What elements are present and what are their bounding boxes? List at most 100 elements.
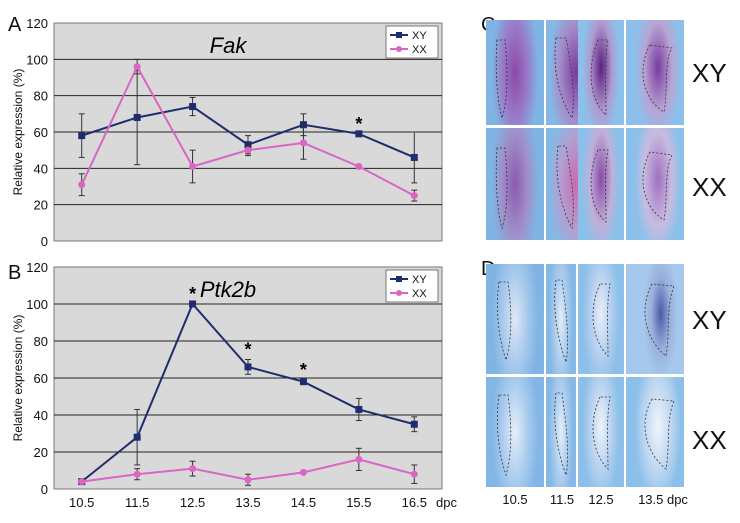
col-label-13-5: 13.5 dpc: [638, 492, 688, 507]
row-label-c-xx: XX: [692, 172, 727, 202]
point-b-xx-1: [133, 470, 141, 478]
micrograph-c-xy-10-5: [486, 20, 544, 125]
point-b-xy-6: [410, 420, 418, 428]
point-b-xy-4: [299, 378, 307, 386]
outline-d-3: [592, 283, 611, 357]
y-tick-label-b-80: 80: [34, 334, 48, 349]
point-a-xx-4: [299, 139, 307, 147]
y-tick-label-a-60: 60: [34, 125, 48, 140]
point-a-xx-5: [355, 163, 363, 171]
outline-c-8: [642, 151, 673, 221]
point-a-xx-2: [189, 163, 197, 171]
significance-asterisk-b-1: *: [244, 340, 251, 360]
point-b-xx-2: [189, 465, 197, 473]
x-tick-label-1: 11.5: [125, 495, 149, 510]
point-b-xx-3: [244, 476, 252, 484]
point-b-xx-0: [78, 478, 86, 486]
point-b-xx-5: [355, 455, 363, 463]
x-axis-unit-label: dpc: [436, 495, 457, 510]
chart-title-a: Fak: [210, 33, 248, 58]
point-b-xy-3: [244, 363, 252, 371]
point-b-xy-5: [355, 405, 363, 413]
x-tick-label-0: 10.5: [69, 495, 94, 510]
y-tick-label-a-20: 20: [34, 198, 48, 213]
outline-c-6: [556, 145, 574, 230]
micrograph-d-xx-12-5: [578, 377, 624, 487]
y-tick-label-b-0: 0: [41, 482, 48, 497]
point-a-xy-6: [410, 153, 418, 161]
y-tick-label-a-80: 80: [34, 89, 48, 104]
significance-asterisk-b-2: *: [300, 360, 307, 380]
micrograph-c-xx-12-5: [578, 128, 624, 240]
micrograph-d-xx-13-5: [626, 377, 684, 487]
point-b-xx-4: [299, 468, 307, 476]
micrograph-d-xy-13-5: [626, 264, 684, 374]
micrograph-d-xy-10-5: [486, 264, 544, 374]
point-a-xy-4: [299, 121, 307, 129]
y-tick-label-a-120: 120: [26, 16, 48, 31]
legend-marker-a-xy: [396, 32, 402, 38]
outline-d-8: [644, 398, 675, 470]
y-axis-label-a: Relative expression (%): [11, 69, 25, 196]
y-tick-label-b-60: 60: [34, 371, 48, 386]
outline-c-1: [495, 39, 508, 120]
outline-c-7: [590, 149, 609, 223]
outline-d-7: [592, 396, 611, 470]
x-tick-label-6: 16.5: [402, 495, 427, 510]
col-label-10-5: 10.5: [502, 492, 528, 507]
outline-c-2: [554, 37, 574, 120]
micrograph-d-xy-12-5: [578, 264, 624, 374]
y-tick-label-b-40: 40: [34, 408, 48, 423]
row-label-c-xy: XY: [692, 58, 727, 88]
y-tick-label-a-40: 40: [34, 161, 48, 176]
legend-marker-a-xx: [396, 46, 402, 52]
x-tick-label-3: 13.5: [235, 495, 260, 510]
panel-letter-b: B: [8, 262, 22, 284]
legend-label-b-xy: XY: [412, 274, 427, 286]
y-tick-label-b-100: 100: [26, 297, 48, 312]
x-tick-label-5: 15.5: [346, 495, 371, 510]
legend-label-b-xx: XX: [412, 288, 427, 300]
micrograph-c-xx-10-5: [486, 128, 544, 240]
legend-box-b: [385, 269, 439, 303]
significance-asterisk-b-0: *: [189, 284, 196, 304]
micrograph-c-xx-13-5: [626, 128, 684, 240]
outline-c-4: [642, 44, 673, 113]
micrograph-c-xy-13-5: [626, 20, 684, 125]
legend-label-a-xy: XY: [412, 30, 427, 42]
outline-d-5: [497, 394, 512, 477]
col-label-11-5: 11.5: [549, 492, 575, 507]
y-tick-label-b-20: 20: [34, 445, 48, 460]
outline-d-2: [554, 279, 569, 364]
y-tick-label-b-120: 120: [26, 260, 48, 275]
legend-marker-b-xy: [396, 276, 402, 282]
chart-title-b: Ptk2b: [200, 277, 256, 302]
legend-marker-b-xx: [396, 290, 402, 296]
point-a-xx-3: [244, 146, 252, 154]
significance-asterisk-a-0: *: [355, 114, 362, 134]
x-tick-label-4: 14.5: [291, 495, 316, 510]
point-b-xy-2: [189, 300, 197, 308]
point-a-xx-6: [410, 192, 418, 200]
y-tick-label-a-0: 0: [41, 234, 48, 249]
y-tick-label-a-100: 100: [26, 52, 48, 67]
point-b-xy-1: [133, 433, 141, 441]
point-a-xx-1: [133, 63, 141, 71]
point-a-xy-2: [189, 103, 197, 111]
outline-d-4: [644, 283, 675, 357]
micrograph-d-xx-10-5: [486, 377, 544, 487]
outline-c-3: [590, 39, 609, 116]
point-a-xy-5: [355, 130, 363, 138]
x-tick-label-2: 12.5: [180, 495, 205, 510]
point-a-xy-0: [78, 132, 86, 140]
point-b-xx-6: [410, 470, 418, 478]
micrograph-c-xy-12-5: [578, 20, 624, 125]
outline-d-6: [554, 392, 569, 477]
legend-label-a-xx: XX: [412, 44, 427, 56]
col-label-12-5: 12.5: [588, 492, 614, 507]
panel-letter-a: A: [8, 14, 22, 36]
legend-box-a: [385, 25, 439, 59]
micrograph-d-xx-11-5: [546, 377, 576, 487]
